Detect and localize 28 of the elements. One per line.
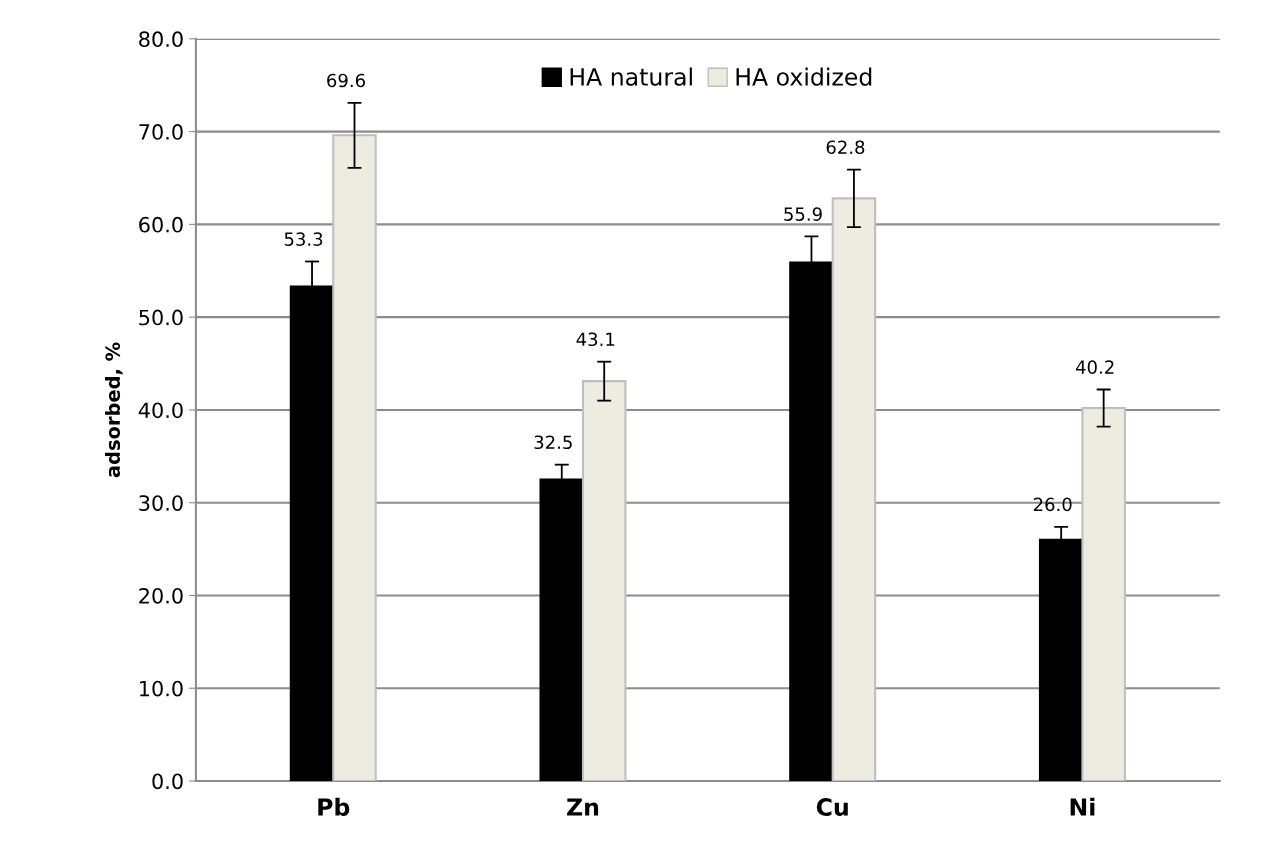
data-label: 26.0 (1033, 497, 1072, 512)
data-label: 32.5 (534, 435, 572, 450)
x-tick-label: Cu (816, 798, 848, 816)
y-tick-label: 50.0 (139, 309, 183, 326)
y-tick-label: 80.0 (139, 31, 183, 48)
data-label: 43.1 (576, 332, 615, 347)
bar (831, 197, 877, 782)
x-tick-label: Pb (318, 797, 350, 816)
legend-label: HA oxidized (736, 67, 872, 86)
data-label: 40.2 (1075, 360, 1114, 374)
data-label: 69.6 (327, 73, 365, 88)
legend-label: HA natural (570, 67, 692, 86)
y-tick-label: 20.0 (139, 587, 183, 604)
x-tick-label: Zn (567, 798, 599, 816)
y-tick-label: 0.0 (152, 773, 183, 790)
y-tick-label: 10.0 (140, 680, 183, 697)
y-tick-label: 60.0 (139, 216, 183, 233)
data-label: 62.8 (826, 140, 865, 155)
y-tick-label: 70.0 (139, 124, 183, 140)
bar (581, 380, 627, 782)
x-tick-label: Ni (1070, 797, 1095, 816)
data-label: 53.3 (284, 232, 323, 246)
y-tick-label: 30.0 (139, 495, 183, 511)
data-label: 55.9 (784, 207, 822, 221)
bar (332, 134, 377, 782)
bar (1081, 407, 1126, 782)
y-axis-title: adsorbed, % (105, 342, 123, 478)
y-tick-label: 40.0 (138, 402, 183, 419)
